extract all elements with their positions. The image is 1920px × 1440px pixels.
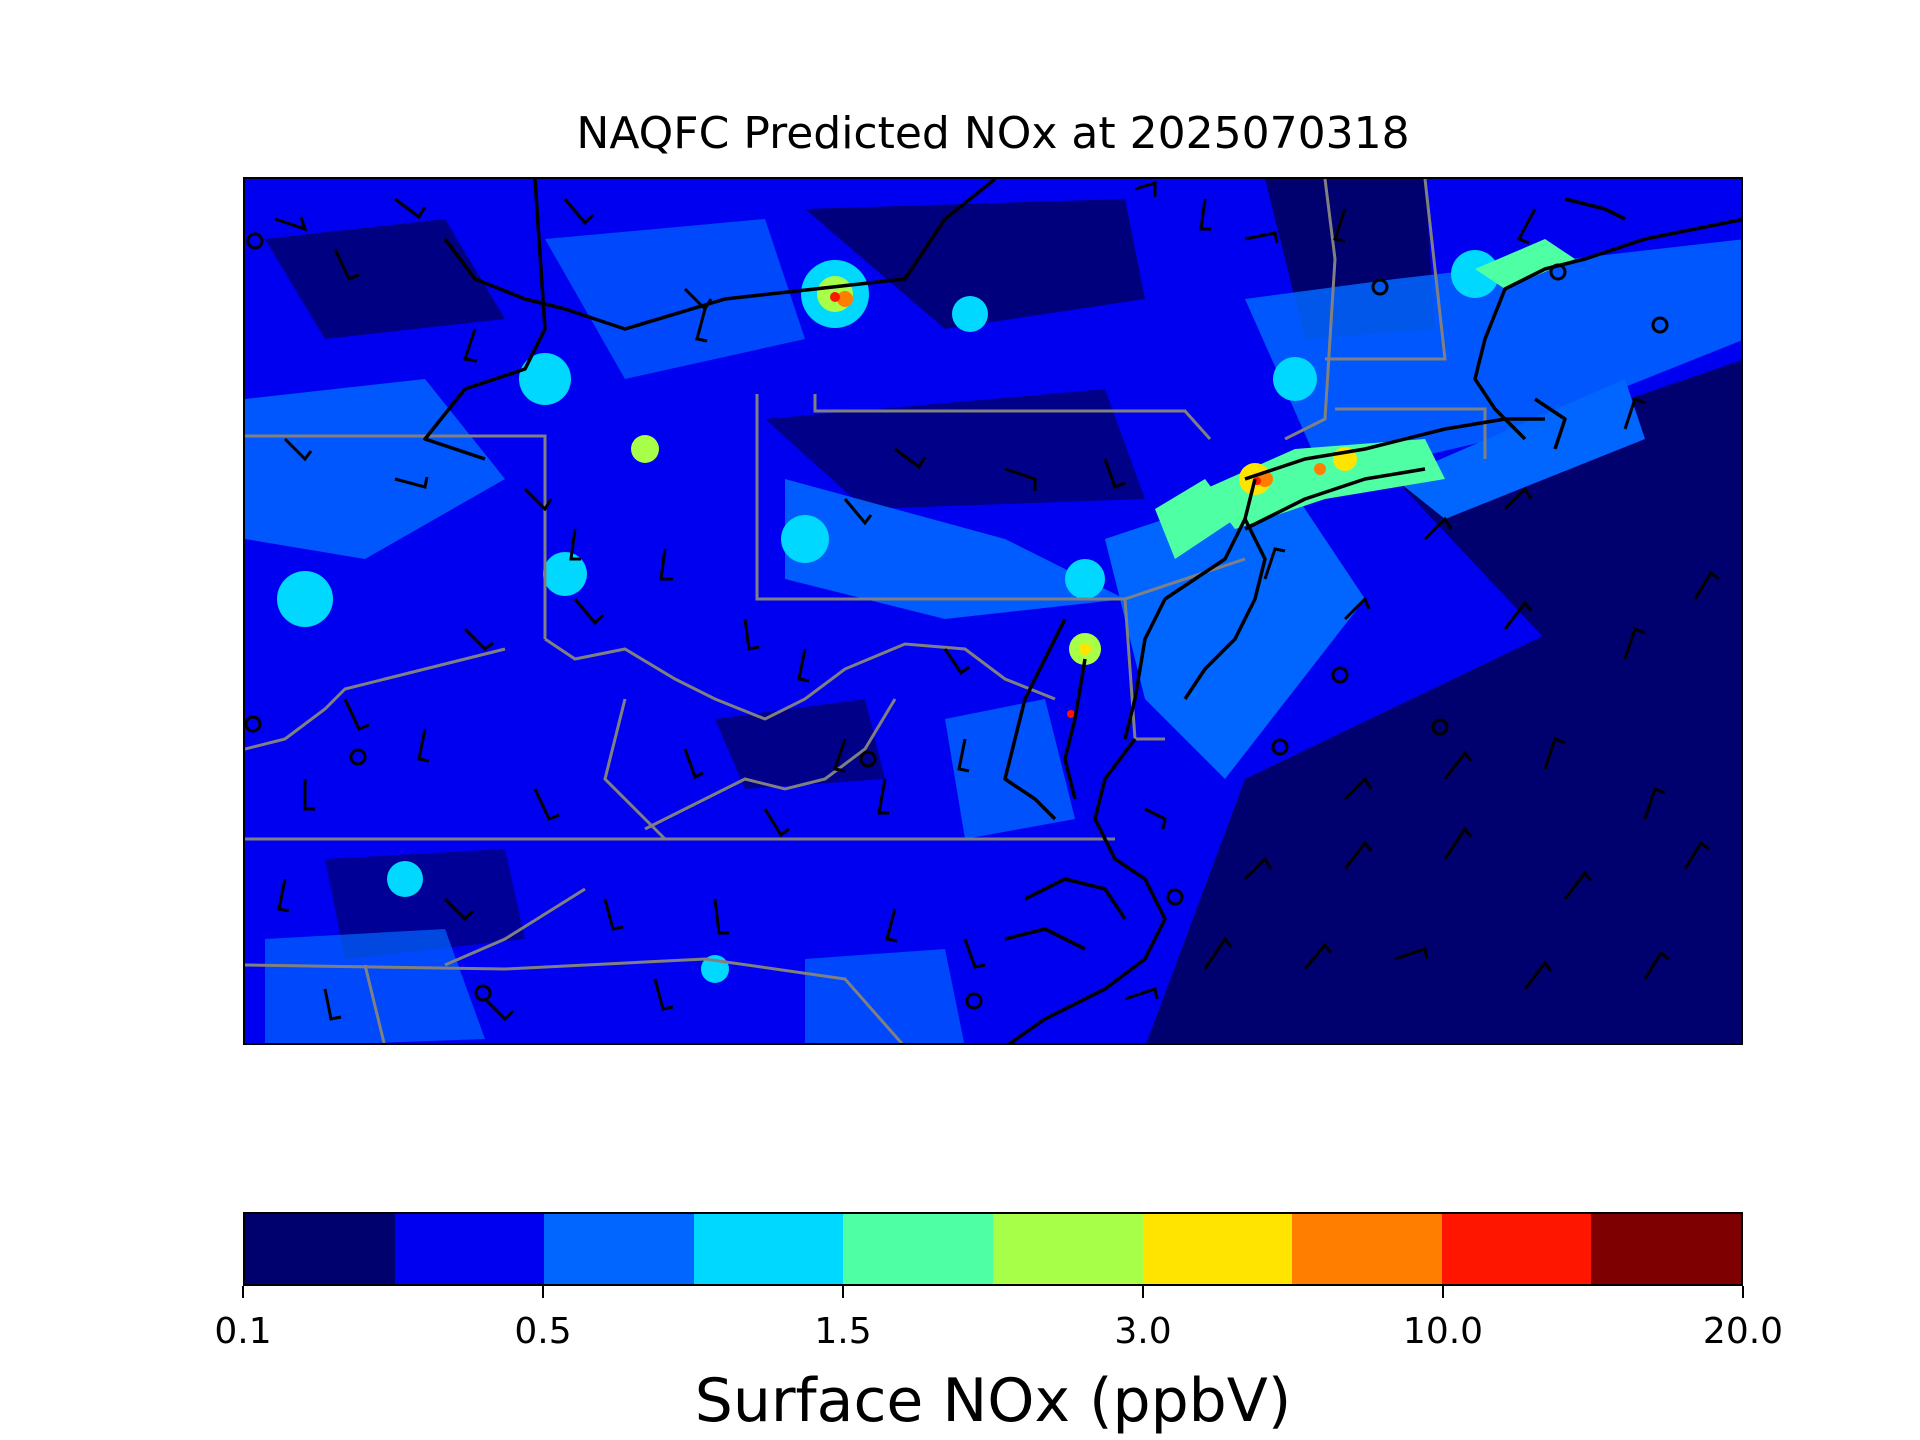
colorbar-tick-label: 3.0 xyxy=(1114,1311,1172,1352)
colorbar-swatch-4 xyxy=(843,1214,993,1284)
colorbar-swatch-9 xyxy=(1591,1214,1741,1284)
colorbar-swatch-2 xyxy=(544,1214,694,1284)
plot-title: NAQFC Predicted NOx at 2025070318 xyxy=(576,108,1410,159)
colorbar-tick-label: 20.0 xyxy=(1702,1311,1784,1352)
colorbar-swatch-0 xyxy=(245,1214,395,1284)
colorbar-tick xyxy=(842,1286,844,1298)
coastlines xyxy=(423,179,1741,1043)
colorbar-tick xyxy=(1442,1286,1444,1298)
colorbar-tick-label: 10.0 xyxy=(1402,1311,1484,1352)
colorbar-ticks: 0.1 0.5 1.5 3.0 10.0 20.0 xyxy=(214,1286,1783,1352)
colorbar-swatch-5 xyxy=(992,1214,1143,1284)
calm-wind-markers xyxy=(245,232,1669,1010)
colorbar-label: Surface NOx (ppbV) xyxy=(694,1366,1292,1436)
colorbar-tick xyxy=(1142,1286,1144,1298)
map-panel xyxy=(243,177,1743,1045)
colorbar-swatch-7 xyxy=(1292,1214,1442,1284)
nox-map xyxy=(245,179,1741,1043)
colorbar-swatch-6 xyxy=(1142,1214,1293,1284)
colorbar-swatch-1 xyxy=(394,1214,545,1284)
colorbar-tick-label: 0.1 xyxy=(214,1311,272,1352)
colorbar-swatch-3 xyxy=(693,1214,844,1284)
colorbar-tick xyxy=(542,1286,544,1298)
colorbar-tick-label: 1.5 xyxy=(814,1311,872,1352)
colorbar-tick-label: 0.5 xyxy=(514,1311,572,1352)
wind-barbs xyxy=(274,180,1720,1022)
colorbar xyxy=(243,1212,1743,1286)
colorbar-tick xyxy=(1742,1286,1744,1298)
colorbar-swatch-8 xyxy=(1441,1214,1592,1284)
colorbar-tick xyxy=(242,1286,244,1298)
